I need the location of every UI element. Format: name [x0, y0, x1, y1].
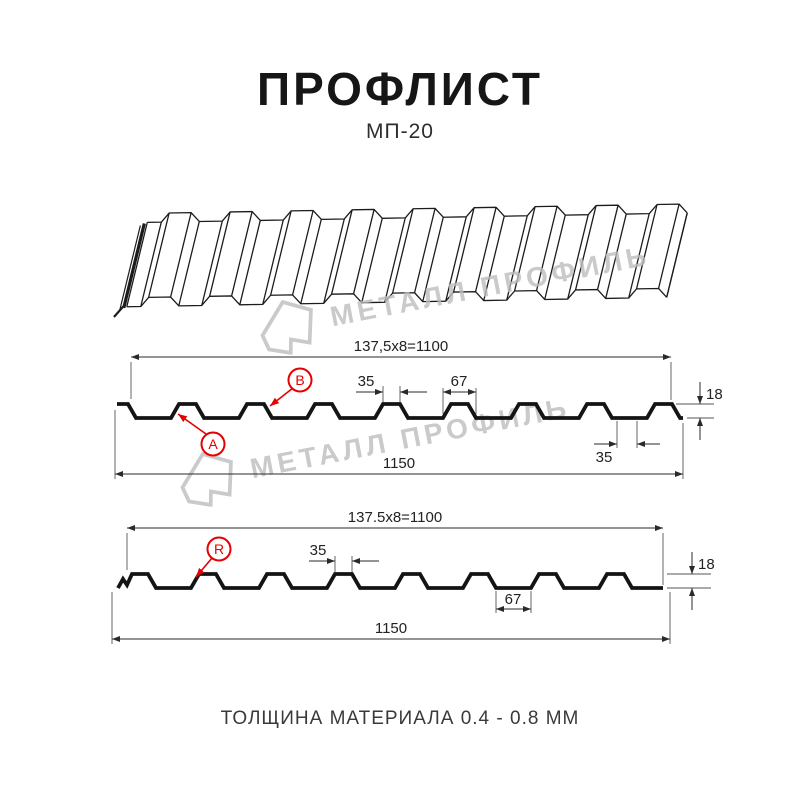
material-thickness-note: ТОЛЩИНА МАТЕРИАЛА 0.4 - 0.8 ММ: [0, 708, 800, 730]
profile-outline-bottom-section: [118, 574, 663, 588]
profile-section-bottom: 137.5x8=1100 35 67 18 1150 R: [0, 0, 800, 800]
dim-total-width-bottom: 1150: [375, 620, 407, 637]
callout-r-label: R: [214, 541, 224, 557]
dim-height-bottom-section: 18: [698, 556, 715, 573]
dim-valley: 67: [505, 591, 522, 608]
dim-crest-top-bottom-section: 35: [310, 542, 327, 559]
page: ПРОФЛИСТ МП-20 МЕТАЛЛ ПРОФИЛЬ МЕТАЛЛ ПРО…: [0, 0, 800, 800]
dim-pitch-formula-bottom: 137.5x8=1100: [348, 509, 442, 526]
